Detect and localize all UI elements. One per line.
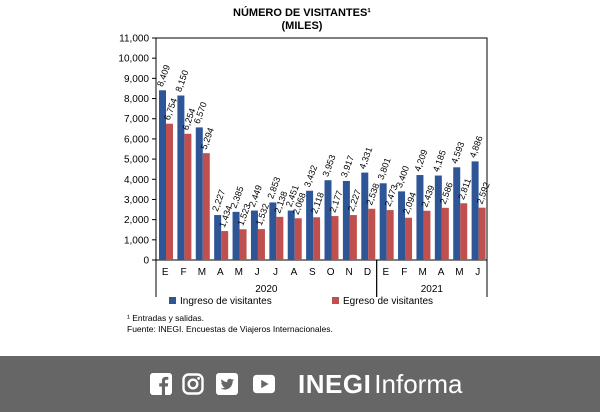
y-tick-label: 3,000	[124, 195, 149, 206]
bar-ingreso	[287, 210, 295, 260]
bar-egreso	[423, 210, 431, 260]
group-label: 2021	[421, 284, 444, 295]
legend-swatch	[169, 297, 176, 304]
twitter-icon[interactable]	[216, 373, 238, 395]
visitors-chart: NÚMERO DE VISITANTES¹ (MILES) 0 1,000 2,00…	[118, 6, 491, 307]
bar-ingreso	[177, 95, 185, 260]
bar-ingreso	[471, 161, 479, 260]
plot-frame	[155, 37, 488, 261]
x-tick-label: J	[475, 267, 480, 278]
x-tick-label: A	[217, 267, 224, 278]
bar-ingreso	[453, 167, 461, 260]
bar-egreso	[478, 207, 486, 260]
y-tick-label: 6,000	[124, 134, 149, 145]
legend: Ingreso de visitantes Egreso de visitante…	[169, 296, 433, 307]
chart-title: NÚMERO DE VISITANTES¹	[233, 6, 371, 19]
x-tick-label: A	[438, 267, 445, 278]
bar-egreso	[331, 216, 339, 260]
youtube-icon[interactable]	[253, 373, 275, 395]
bar-egreso	[386, 210, 394, 260]
bar-ingreso	[398, 191, 406, 260]
bar-egreso	[257, 229, 265, 260]
y-tick-label: 5,000	[124, 155, 149, 166]
x-tick-label: N	[345, 267, 352, 278]
bar-ingreso	[269, 202, 277, 260]
y-tick-label: 8,000	[124, 94, 149, 105]
bar-ingreso	[379, 183, 387, 260]
bar-egreso	[460, 203, 468, 260]
y-tick-label: 0	[143, 256, 149, 267]
group-label: 2020	[255, 284, 278, 295]
bar-egreso	[368, 208, 376, 260]
y-axis: 0 1,000 2,000 3,000 4,000 5,000 6,000 7,000 8,00…	[118, 34, 156, 267]
bar-ingreso	[342, 180, 350, 260]
bar-ingreso	[324, 180, 332, 260]
y-tick-label: 10,000	[118, 54, 149, 65]
facebook-icon[interactable]	[150, 373, 172, 395]
y-tick-label: 7,000	[124, 114, 149, 125]
footnote: ¹ Entradas y salidas.	[127, 313, 205, 323]
bar-egreso	[313, 217, 321, 260]
source-note: Fuente: INEGI. Encuestas de Viajeros Int…	[127, 324, 333, 334]
instagram-icon[interactable]	[182, 373, 204, 395]
bar-ingreso	[159, 90, 166, 260]
x-tick-label: S	[309, 267, 316, 278]
bar-ingreso	[434, 175, 442, 260]
bar-egreso	[294, 218, 302, 260]
bar-ingreso	[416, 175, 424, 260]
x-tick-label: M	[235, 267, 243, 278]
y-tick-label: 4,000	[124, 175, 149, 186]
x-tick-label: D	[364, 267, 371, 278]
bar-ingreso	[232, 211, 240, 260]
bar-egreso	[276, 216, 284, 260]
y-tick-label: 9,000	[124, 74, 149, 85]
bar-egreso	[405, 217, 413, 260]
bar-ingreso	[361, 172, 369, 260]
x-tick-label: M	[198, 267, 206, 278]
legend-label: Ingreso de visitantes	[180, 296, 272, 307]
x-tick-label: M	[455, 267, 463, 278]
x-tick-label: F	[401, 267, 407, 278]
x-tick-label: E	[162, 267, 169, 278]
inegi-informa-logo: INEGI Informa	[298, 368, 462, 400]
bar-egreso	[441, 207, 449, 260]
bar-egreso	[184, 133, 192, 260]
x-tick-label: A	[291, 267, 298, 278]
bar-ingreso	[195, 127, 203, 260]
chart-notes: ¹ Entradas y salidas. Fuente: INEGI. Enc…	[127, 313, 333, 335]
bars	[159, 90, 486, 260]
legend-swatch	[332, 297, 339, 304]
brand-light: Informa	[374, 368, 463, 399]
x-tick-label: J	[273, 267, 278, 278]
bar-egreso	[202, 153, 210, 260]
bar-ingreso	[214, 215, 222, 260]
chart-subtitle: (MILES)	[282, 20, 323, 32]
bar-ingreso	[306, 190, 314, 260]
bar-egreso	[349, 215, 357, 260]
bar-ingreso	[250, 210, 258, 260]
brand-bold: INEGI	[298, 368, 372, 399]
x-tick-label: F	[181, 267, 187, 278]
legend-label: Egreso de visitantes	[343, 296, 433, 307]
x-tick-label: M	[418, 267, 426, 278]
x-tick-label: O	[327, 267, 335, 278]
y-tick-label: 1,000	[124, 235, 149, 246]
bar-egreso	[221, 231, 229, 260]
bar-egreso	[166, 123, 173, 260]
x-tick-label: J	[255, 267, 260, 278]
y-tick-label: 2,000	[124, 215, 149, 226]
footer-bar: INEGI Informa	[0, 356, 600, 412]
y-tick-label: 11,000	[119, 34, 149, 45]
x-tick-label: E	[383, 267, 390, 278]
bar-egreso	[239, 229, 247, 260]
